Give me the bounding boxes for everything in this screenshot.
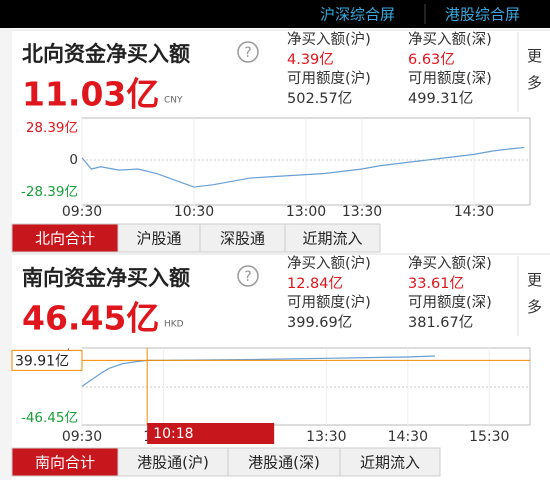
stat-text: 可用额度(深) [408,70,492,87]
panel-title: 南向资金净买入额 [22,266,190,290]
header-tab[interactable]: 港股综合屏 [445,6,520,24]
panel-title: 北向资金净买入额 [22,42,190,66]
more-button[interactable]: 更多 [525,48,543,102]
tab-label[interactable]: 港股通(沪) [137,454,209,472]
tab[interactable] [284,223,381,253]
tab-label[interactable]: 沪股通 [136,230,181,248]
tab-label[interactable]: 南向合计 [35,454,95,472]
net-value: 11.03亿 [22,75,159,114]
line [81,146,525,188]
stat-text: 可用额度(深) [408,294,492,311]
x-tick-label: 15:30 [469,429,509,445]
stat-text: 可用额度(沪) [287,70,371,87]
y-tick-label: 28.39亿 [26,120,78,136]
y-tick-label: -46.45亿 [21,410,78,426]
x-tick-label: 13:30 [342,204,382,220]
help-text[interactable]: ? [244,269,251,285]
stat-text: 499.31亿 [408,90,473,107]
stat-text: 净买入额(深) [408,255,492,272]
tab[interactable] [117,447,229,477]
stat-text: 可用额度(沪) [287,294,371,311]
top-bar [0,0,550,28]
stat-text: 12.84亿 [287,275,343,292]
currency: HKD [164,320,184,330]
stat-text: 净买入额(沪) [287,31,371,48]
tab[interactable] [117,223,201,253]
x-tick-label: 14:30 [454,204,494,220]
crosshair-y-label: 39.91亿 [15,353,69,369]
x-tick-label: 09:30 [62,429,102,445]
left-strip [0,28,12,480]
tab[interactable] [11,447,119,477]
tab[interactable] [339,447,441,477]
tab[interactable] [227,447,341,477]
tab[interactable] [11,223,119,253]
help-text[interactable]: ? [244,45,251,61]
x-tick-label: 09:30 [62,204,102,220]
tab-label[interactable]: 北向合计 [35,230,95,248]
y-tick-label: -28.39亿 [21,184,78,200]
y-tick-label: 0 [69,152,78,168]
x-tick-label: 13:30 [306,429,346,445]
currency: CNY [164,96,183,106]
stat-text: 净买入额(深) [408,31,492,48]
stat-text: 6.63亿 [408,51,455,68]
tab-label[interactable]: 近期流入 [360,454,420,472]
tab-label[interactable]: 深股通 [220,230,265,248]
x-tick-label: 10:30 [174,204,214,220]
help-icon[interactable] [237,41,259,63]
x-tick-label: 13:00 [286,204,326,220]
stat-text: 4.39亿 [287,51,334,68]
header-tab[interactable]: 沪深综合屏 [320,6,395,24]
net-value: 46.45亿 [22,299,159,338]
crosshair-x-label: 10:18 [153,426,193,442]
crosshair-x-box [147,423,275,444]
stat-text: 399.69亿 [287,314,352,331]
x-tick-label: 14:30 [388,429,428,445]
stat-text: 净买入额(沪) [287,255,371,272]
stat-text: 502.57亿 [287,90,352,107]
help-icon[interactable] [237,265,259,287]
stat-text: 381.67亿 [408,314,473,331]
more-button[interactable]: 更多 [525,272,543,326]
stat-text: 33.61亿 [408,275,464,292]
tab[interactable] [199,223,286,253]
tab-label[interactable]: 近期流入 [302,230,362,248]
crosshair-y-box [11,349,83,371]
tab-label[interactable]: 港股通(深) [248,454,320,472]
